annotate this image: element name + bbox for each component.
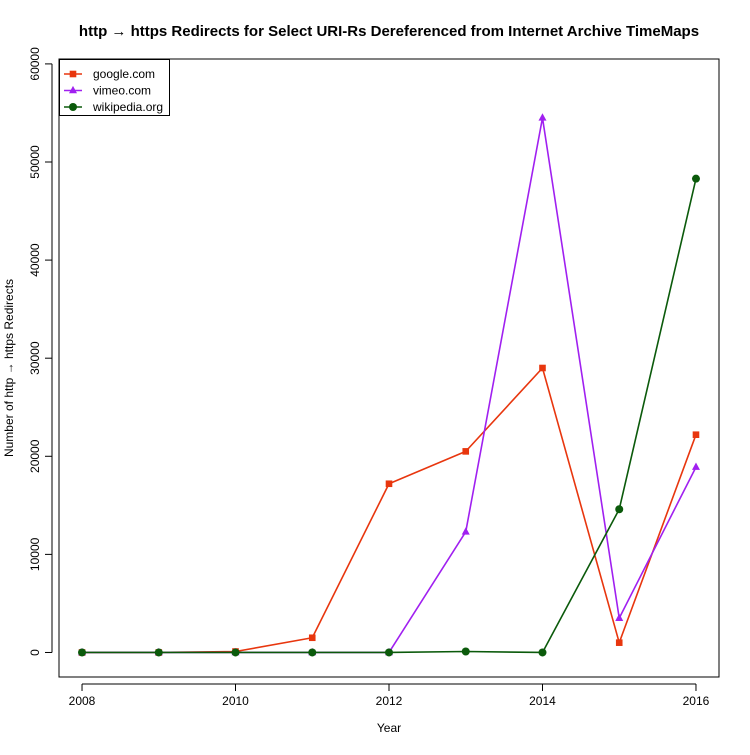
data-point-wikipedia-org [615, 505, 624, 514]
plot-frame [58, 58, 720, 678]
y-tick-label: 50000 [28, 145, 42, 179]
data-point-vimeo-com [691, 462, 700, 470]
data-point-vimeo-com [461, 527, 470, 535]
series-line-vimeo-com [82, 117, 697, 654]
x-tick-label: 2016 [683, 694, 710, 708]
data-point-google-com [615, 639, 623, 646]
y-axis-label: Number of http → https Redirects [2, 279, 16, 457]
y-tick-label: 60000 [28, 47, 42, 81]
data-point-google-com [692, 431, 700, 439]
legend-label-wikipedia-org: wikipedia.org [92, 100, 163, 114]
series-wikipedia-org [78, 174, 700, 657]
data-point-wikipedia-org [538, 648, 547, 657]
data-point-wikipedia-org [308, 648, 317, 657]
x-tick-label: 2010 [222, 694, 249, 708]
series-layer [78, 113, 700, 657]
y-tick-label: 30000 [28, 341, 42, 375]
x-tick-label: 2012 [376, 694, 403, 708]
data-point-vimeo-com [615, 613, 624, 621]
x-axis: 2008 2010 2012 2014 2016 [69, 683, 710, 708]
series-google-com [78, 364, 700, 656]
x-tick-label: 2008 [69, 694, 96, 708]
data-point-wikipedia-org [461, 647, 470, 656]
legend-marker-wikipedia-org [69, 103, 77, 111]
legend: google.com vimeo.com wikipedia.org [59, 59, 170, 116]
legend-marker-vimeo-com [69, 85, 77, 94]
series-line-google-com [82, 367, 697, 654]
y-axis: 0 10000 20000 30000 40000 50000 60000 [28, 47, 53, 656]
legend-box [59, 59, 170, 116]
legend-marker-google-com [69, 70, 77, 78]
data-point-wikipedia-org [231, 648, 240, 657]
y-tick-label: 0 [28, 649, 42, 656]
chart-title: http → https Redirects for Select URI-Rs… [79, 23, 699, 40]
y-tick-label: 10000 [28, 537, 42, 571]
data-point-google-com [539, 364, 546, 372]
data-point-wikipedia-org [385, 648, 393, 657]
x-axis-label: Year [377, 721, 401, 735]
data-point-google-com [385, 480, 393, 488]
series-vimeo-com [78, 113, 700, 656]
legend-label-google-com: google.com [93, 67, 155, 81]
data-point-wikipedia-org [154, 648, 163, 657]
data-point-wikipedia-org [691, 174, 700, 183]
series-line-wikipedia-org [82, 178, 697, 654]
data-point-vimeo-com [538, 113, 547, 121]
data-point-google-com [308, 634, 316, 642]
data-point-wikipedia-org [78, 648, 87, 657]
y-tick-label: 40000 [28, 243, 42, 277]
legend-label-vimeo-com: vimeo.com [93, 84, 151, 98]
x-tick-label: 2014 [529, 694, 556, 708]
data-point-google-com [462, 448, 470, 455]
y-tick-label: 20000 [28, 439, 42, 473]
